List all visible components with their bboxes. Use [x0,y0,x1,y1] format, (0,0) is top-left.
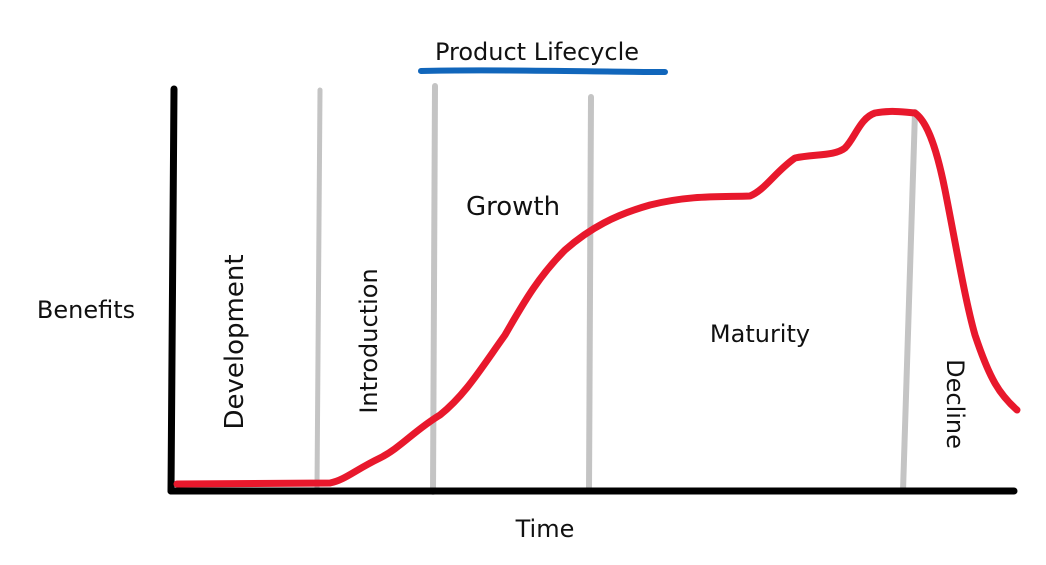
diagram-title: Product Lifecycle [435,38,639,66]
stage-label-introduction: Introduction [355,268,383,413]
x-axis-label: Time [515,515,575,543]
y-axis [167,85,178,495]
stage-divider-4 [900,109,918,494]
stage-label-development: Development [220,254,250,429]
lifecycle-curve [173,107,1021,488]
stage-divider-2 [430,83,438,495]
title-underline [418,67,668,75]
stage-label-decline: Decline [941,359,969,449]
stage-divider-3 [586,94,594,493]
y-axis-label: Benefits [37,296,135,324]
stage-label-growth: Growth [466,192,560,222]
stage-label-maturity: Maturity [710,320,810,348]
stage-divider-1 [314,87,323,491]
